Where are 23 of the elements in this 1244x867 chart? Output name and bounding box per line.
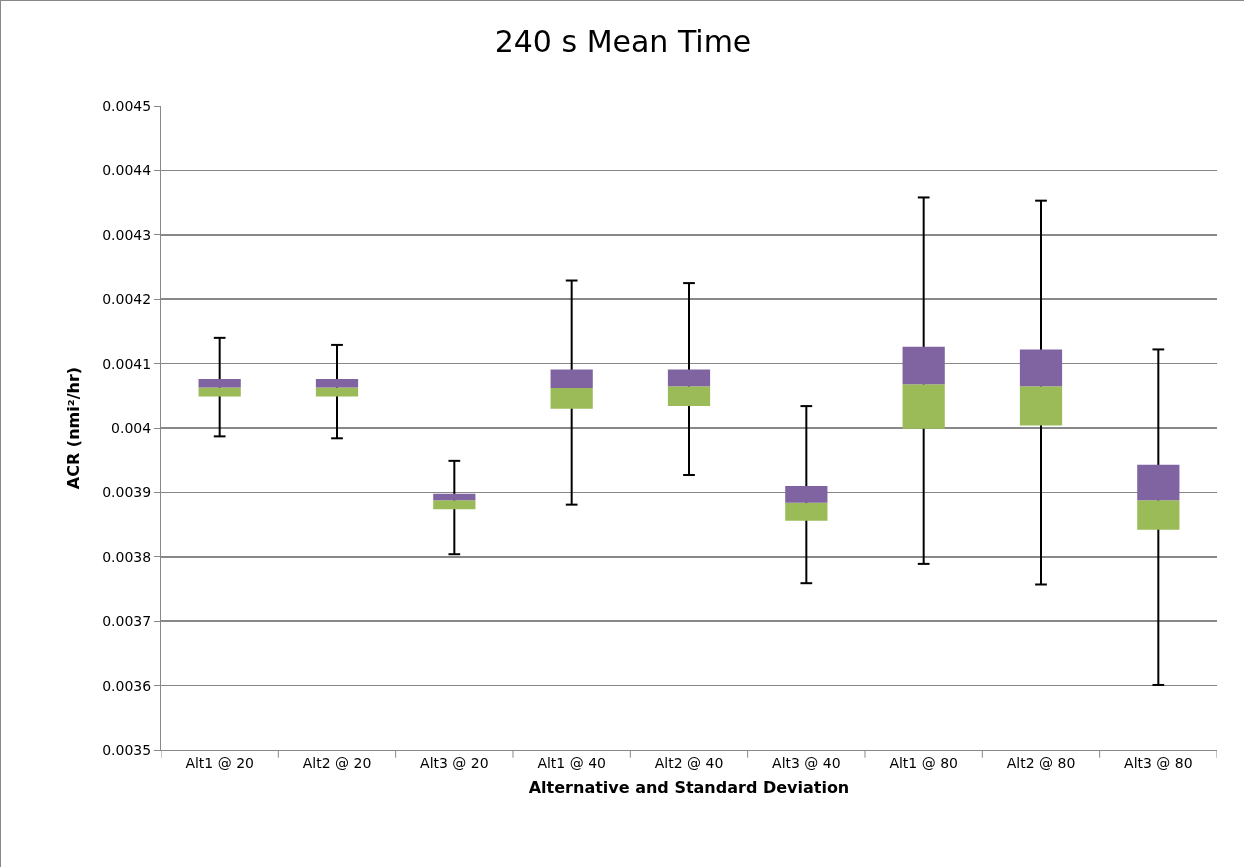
y-tick-label: 0.0036 <box>102 677 152 694</box>
y-tick-label: 0.0045 <box>102 97 152 114</box>
y-axis-title: ACR (nmi²/hr) <box>64 366 84 490</box>
y-tick-label: 0.0043 <box>102 226 152 243</box>
chart-title: 240 s Mean Time <box>494 24 752 60</box>
x-axis-title: Alternative and Standard Deviation <box>528 778 850 798</box>
y-tick-label: 0.0039 <box>102 484 152 501</box>
y-tick-label: 0.0037 <box>102 613 152 630</box>
y-tick-label: 0.0044 <box>102 162 152 179</box>
x-tick-label: Alt2 @ 40 <box>654 754 724 771</box>
y-tick-label: 0.004 <box>111 419 152 436</box>
x-tick-label: Alt3 @ 40 <box>772 754 841 771</box>
y-tick-label: 0.0038 <box>102 548 152 565</box>
x-tick-label: Alt1 @ 40 <box>537 754 606 771</box>
y-tick-label: 0.0041 <box>102 355 152 372</box>
y-tick-label: 0.0042 <box>102 291 152 308</box>
x-tick-label: Alt1 @ 20 <box>185 754 254 771</box>
x-tick-label: Alt3 @ 80 <box>1124 754 1193 771</box>
x-tick-label: Alt3 @ 20 <box>420 754 489 771</box>
y-tick-label: 0.0035 <box>102 741 152 758</box>
x-tick-label: Alt2 @ 80 <box>1006 754 1076 771</box>
x-tick-label: Alt1 @ 80 <box>889 754 958 771</box>
x-tick-label: Alt2 @ 20 <box>302 754 372 771</box>
